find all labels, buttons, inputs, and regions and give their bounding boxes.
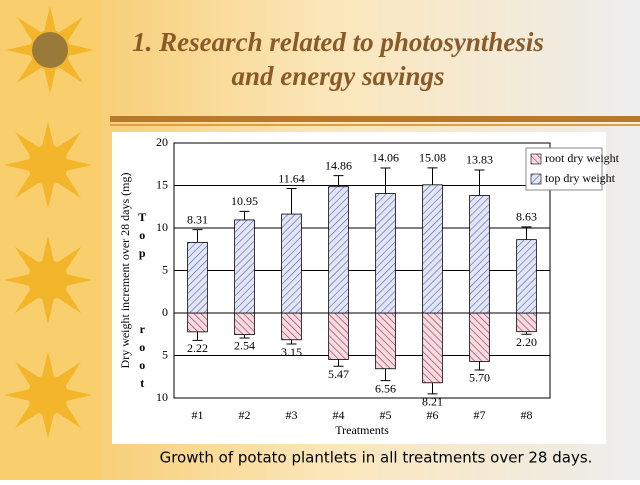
x-axis-label: Treatments — [335, 423, 389, 437]
bar — [328, 312, 349, 360]
value-label: 2.54 — [234, 339, 255, 353]
sun-icon — [4, 121, 92, 209]
error-bar — [333, 175, 344, 187]
error-bar — [427, 382, 438, 395]
error-bar — [239, 210, 250, 220]
value-label: 8.63 — [516, 210, 537, 224]
value-label: 8.31 — [187, 212, 208, 226]
error-bar — [333, 359, 344, 367]
bar — [281, 213, 302, 314]
bar — [422, 184, 443, 314]
bar — [234, 312, 255, 335]
value-label: 10.95 — [231, 194, 258, 208]
error-bar — [474, 169, 485, 196]
value-label: 2.22 — [187, 341, 208, 355]
value-label: 2.20 — [516, 335, 537, 349]
value-label: 15.08 — [419, 151, 446, 165]
value-label: 14.06 — [372, 151, 399, 165]
y-tick-label: 10 — [156, 390, 168, 404]
bar — [234, 219, 255, 314]
slide-title: and energy savings — [231, 61, 444, 91]
chart: 10 5 0 5 10 15 20 Dry weight increment over 28 … — [118, 135, 620, 437]
bar — [375, 193, 396, 314]
error-bar — [380, 167, 391, 194]
error-bar — [427, 167, 438, 185]
bar — [328, 186, 349, 314]
value-label: 14.86 — [325, 158, 352, 172]
error-bar — [380, 368, 391, 382]
sun-face — [32, 32, 68, 68]
error-bar — [521, 226, 532, 240]
x-tick-label: #1 — [192, 408, 204, 422]
legend-swatch — [530, 173, 542, 185]
error-bar — [286, 339, 297, 345]
value-label: 13.83 — [466, 153, 493, 167]
value-label: 8.21 — [422, 395, 443, 409]
legend-label: root dry weight — [545, 151, 620, 165]
x-tick-label: #3 — [286, 408, 298, 422]
y-tick-label: 20 — [156, 135, 168, 149]
annotation: Top — [135, 210, 149, 264]
y-axis-label: Dry weight increment over 28 days (mg) — [118, 173, 132, 369]
bar — [187, 241, 208, 314]
slide-title: 1. Research related to photosynthesis — [132, 27, 544, 57]
bar — [516, 239, 537, 314]
y-tick-label: 5 — [162, 347, 168, 361]
error-bar — [474, 361, 485, 371]
x-tick-label: #5 — [380, 408, 392, 422]
bar — [187, 312, 208, 333]
sun-icon — [4, 351, 92, 439]
error-bar — [521, 331, 532, 335]
error-bar — [192, 331, 203, 341]
value-label: 5.47 — [328, 367, 349, 381]
legend-swatch — [530, 153, 542, 165]
value-label: 3.15 — [281, 345, 302, 359]
plot-frame — [173, 142, 551, 399]
y-tick-label: 0 — [162, 305, 168, 319]
error-bar — [192, 229, 203, 243]
annotation: root — [135, 322, 149, 394]
caption: Growth of potato plantlets in all treatm… — [160, 449, 593, 467]
error-bar — [239, 334, 250, 339]
x-tick-label: #4 — [333, 408, 345, 422]
x-tick-label: #8 — [521, 408, 533, 422]
value-label: 5.70 — [469, 371, 490, 385]
bar — [375, 312, 396, 370]
bar — [516, 312, 537, 333]
value-label: 6.56 — [375, 381, 396, 395]
bar — [422, 312, 443, 384]
x-tick-label: #2 — [239, 408, 251, 422]
legend-label: top dry weight — [545, 171, 616, 185]
value-label: 11.64 — [278, 171, 305, 185]
sun-icon — [4, 236, 92, 324]
bar — [281, 312, 302, 341]
y-tick-label: 15 — [156, 177, 168, 191]
divider — [110, 116, 640, 122]
y-tick-label: 10 — [156, 220, 168, 234]
divider — [110, 124, 640, 126]
bar — [469, 195, 490, 314]
y-tick-label: 5 — [162, 262, 168, 276]
error-bar — [286, 188, 297, 215]
x-tick-label: #7 — [474, 408, 486, 422]
x-tick-label: #6 — [427, 408, 439, 422]
bar — [469, 312, 490, 362]
